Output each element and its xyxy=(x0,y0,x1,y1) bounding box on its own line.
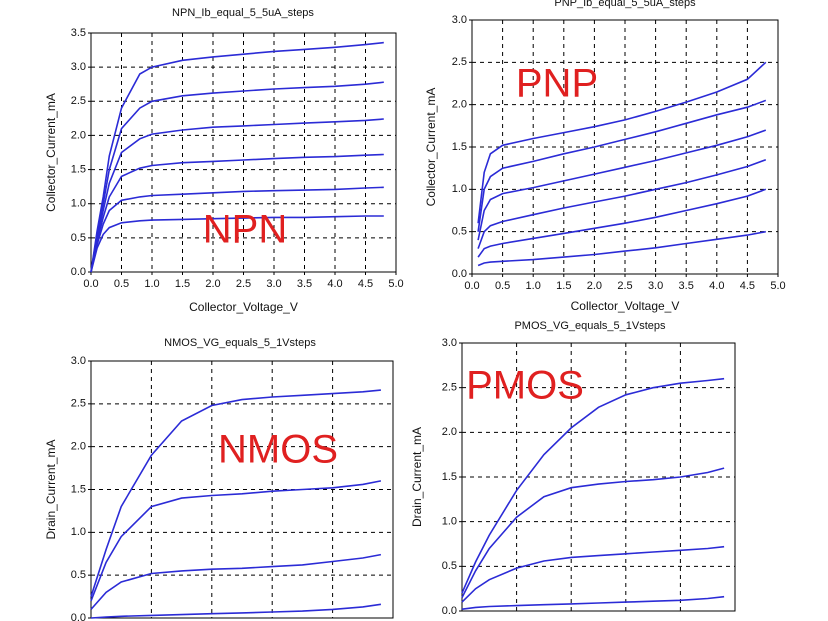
y-axis-label: Collector_Current_mA xyxy=(44,93,58,212)
x-tick-label: 3.5 xyxy=(297,278,312,290)
y-tick-label: 0.0 xyxy=(71,612,86,621)
x-tick-label: 1.0 xyxy=(144,278,159,290)
chart-title: PMOS_VG_equals_5_1Vsteps xyxy=(514,320,666,332)
y-tick-label: 0.5 xyxy=(71,569,86,581)
chart-panel: 0.0 0.5 1.0 1.5 2.0 2.5 3.0 0.0 0.5 1.0 1.5 2.0 2.5 3… xyxy=(424,0,785,313)
x-axis-label: Collector_Voltage_V xyxy=(189,300,298,314)
y-tick-label: 2.5 xyxy=(452,56,467,68)
y-axis-label: Drain_Current_mA xyxy=(410,427,424,527)
x-tick-label: 3.0 xyxy=(648,280,663,292)
x-tick-label: 3.5 xyxy=(679,280,694,292)
y-tick-label: 3.0 xyxy=(452,14,467,26)
y-tick-label: 0.0 xyxy=(71,266,86,278)
x-tick-label: 0.5 xyxy=(495,280,510,292)
annotation: NPN xyxy=(203,208,287,252)
x-tick-label: 5.0 xyxy=(770,280,785,292)
y-tick-label: 2.0 xyxy=(71,129,86,141)
x-tick-label: 2.0 xyxy=(587,280,602,292)
chart-panel: 0.0 0.5 1.0 1.5 2.0 2.5 3.0 3.5 0.0 0.5 1.0 1.5 2.0 2… xyxy=(44,7,403,314)
data-line xyxy=(90,389,381,597)
annotation: PNP xyxy=(516,62,598,106)
y-tick-label: 3.5 xyxy=(71,27,86,39)
data-line xyxy=(90,118,384,273)
x-tick-label: 2.5 xyxy=(236,278,251,290)
y-tick-label: 1.5 xyxy=(71,163,86,175)
y-tick-label: 1.5 xyxy=(452,141,467,153)
x-tick-label: 2.5 xyxy=(617,280,632,292)
y-tick-label: 0.5 xyxy=(452,226,467,238)
y-tick-label: 1.0 xyxy=(71,198,86,210)
data-line xyxy=(477,230,766,267)
x-axis-label: Collector_Voltage_V xyxy=(571,299,680,313)
data-line xyxy=(90,153,384,273)
chart-panel: 0.0 0.5 1.0 1.5 2.0 2.5 3.0 NMOS_VG_equals_5_1V… xyxy=(44,337,394,621)
chart-title: NPN_Ib_equal_5_5uA_steps xyxy=(172,7,314,19)
y-axis-label: Drain_Current_mA xyxy=(44,439,58,539)
y-tick-label: 1.0 xyxy=(452,183,467,195)
y-tick-label: 3.0 xyxy=(71,61,86,73)
data-line xyxy=(90,41,384,273)
x-tick-label: 5.0 xyxy=(388,278,403,290)
y-tick-label: 2.0 xyxy=(452,99,467,111)
x-tick-label: 0.0 xyxy=(464,280,479,292)
x-tick-label: 4.5 xyxy=(358,278,373,290)
y-tick-label: 1.0 xyxy=(71,526,86,538)
data-line xyxy=(90,480,382,602)
x-tick-label: 1.0 xyxy=(526,280,541,292)
data-line xyxy=(90,553,382,610)
annotation: PMOS xyxy=(466,364,584,408)
chart-title: NMOS_VG_equals_5_1Vsteps xyxy=(164,337,316,349)
data-line xyxy=(477,158,767,249)
data-line xyxy=(461,467,725,598)
y-tick-label: 1.0 xyxy=(442,516,457,528)
data-line xyxy=(477,129,767,241)
y-tick-label: 2.5 xyxy=(71,398,86,410)
y-tick-label: 1.5 xyxy=(71,483,86,495)
annotation: NMOS xyxy=(218,428,338,472)
y-tick-label: 0.5 xyxy=(71,232,86,244)
data-line xyxy=(90,603,382,619)
y-axis-label: Collector_Current_mA xyxy=(424,88,438,207)
x-tick-label: 4.0 xyxy=(709,280,724,292)
y-tick-label: 2.0 xyxy=(442,426,457,438)
x-tick-label: 0.0 xyxy=(83,278,98,290)
chart-title: PNP_Ib_equal_5_5uA_steps xyxy=(554,0,696,9)
data-line xyxy=(90,215,384,273)
data-line xyxy=(461,545,725,603)
data-line xyxy=(90,186,384,273)
y-tick-label: 2.5 xyxy=(71,95,86,107)
y-tick-label: 2.0 xyxy=(71,441,86,453)
data-line xyxy=(477,61,767,224)
data-line xyxy=(477,99,767,232)
x-tick-label: 3.0 xyxy=(266,278,281,290)
y-tick-label: 3.0 xyxy=(442,337,457,349)
data-line xyxy=(461,595,725,610)
x-tick-label: 0.5 xyxy=(114,278,129,290)
y-tick-label: 0.5 xyxy=(442,560,457,572)
y-tick-label: 0.0 xyxy=(452,268,467,280)
x-tick-label: 1.5 xyxy=(175,278,190,290)
y-tick-label: 1.5 xyxy=(442,471,457,483)
x-tick-label: 2.0 xyxy=(205,278,220,290)
x-tick-label: 4.0 xyxy=(327,278,342,290)
x-tick-label: 4.5 xyxy=(740,280,755,292)
y-tick-label: 0.0 xyxy=(442,605,457,617)
data-line xyxy=(477,188,767,258)
data-line xyxy=(90,81,384,273)
x-tick-label: 1.5 xyxy=(556,280,571,292)
y-tick-label: 2.5 xyxy=(442,382,457,394)
chart-panel: 0.0 0.5 1.0 1.5 2.0 2.5 3.0 PMOS_VG_equals_5_1V… xyxy=(410,320,736,617)
data-line xyxy=(461,377,725,594)
y-tick-label: 3.0 xyxy=(71,355,86,367)
